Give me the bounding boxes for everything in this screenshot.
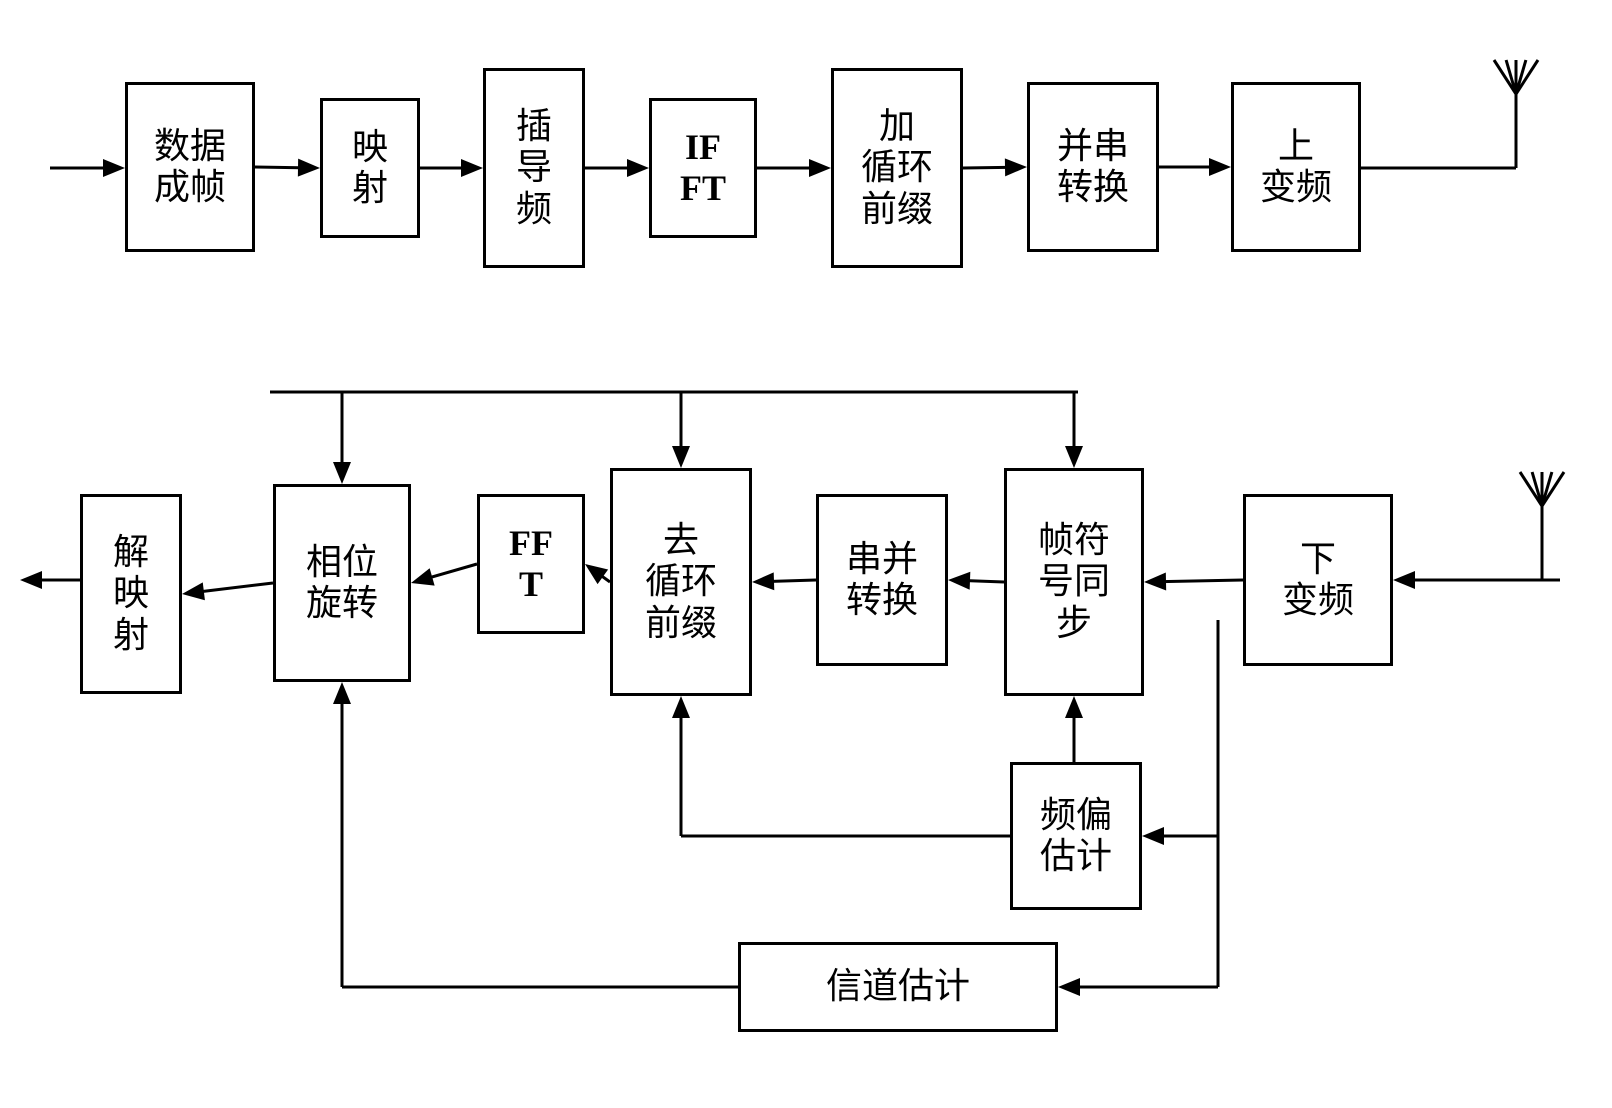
- node-ce: 信道估计: [738, 942, 1058, 1032]
- node-tx4: IF FT: [649, 98, 757, 238]
- node-rx2: 帧符 号同 步: [1004, 468, 1144, 696]
- node-label: 插 导 频: [516, 106, 552, 230]
- node-tx7: 上 变频: [1231, 82, 1361, 252]
- node-label: 上 变频: [1260, 126, 1332, 209]
- node-label: 加 循环 前缀: [861, 106, 933, 230]
- node-rx3: 串并 转换: [816, 494, 948, 666]
- node-label: 频偏 估计: [1040, 795, 1112, 878]
- node-label: 数据 成帧: [154, 126, 226, 209]
- node-rx5: FF T: [477, 494, 585, 634]
- node-tx3: 插 导 频: [483, 68, 585, 268]
- node-fo: 频偏 估计: [1010, 762, 1142, 910]
- node-label: 相位 旋转: [306, 542, 378, 625]
- node-rx6: 相位 旋转: [273, 484, 411, 682]
- node-label: 映 射: [352, 127, 388, 210]
- node-rx4: 去 循环 前缀: [610, 468, 752, 696]
- node-label: 串并 转换: [846, 539, 918, 622]
- node-label: 去 循环 前缀: [645, 520, 717, 644]
- node-label: 解 映 射: [113, 532, 149, 656]
- node-tx6: 并串 转换: [1027, 82, 1159, 252]
- node-label: 下 变频: [1282, 539, 1354, 622]
- node-tx1: 数据 成帧: [125, 82, 255, 252]
- node-rx1: 下 变频: [1243, 494, 1393, 666]
- node-rx7: 解 映 射: [80, 494, 182, 694]
- node-label: IF FT: [680, 127, 726, 210]
- node-tx5: 加 循环 前缀: [831, 68, 963, 268]
- diagram-canvas: 数据 成帧 映 射 插 导 频 IF FT 加 循环 前缀 并串 转换 上 变频下 变频 帧符…: [0, 0, 1612, 1108]
- node-tx2: 映 射: [320, 98, 420, 238]
- node-label: 并串 转换: [1057, 126, 1129, 209]
- node-label: FF T: [509, 523, 553, 606]
- node-label: 信道估计: [826, 966, 970, 1007]
- node-label: 帧符 号同 步: [1038, 520, 1110, 644]
